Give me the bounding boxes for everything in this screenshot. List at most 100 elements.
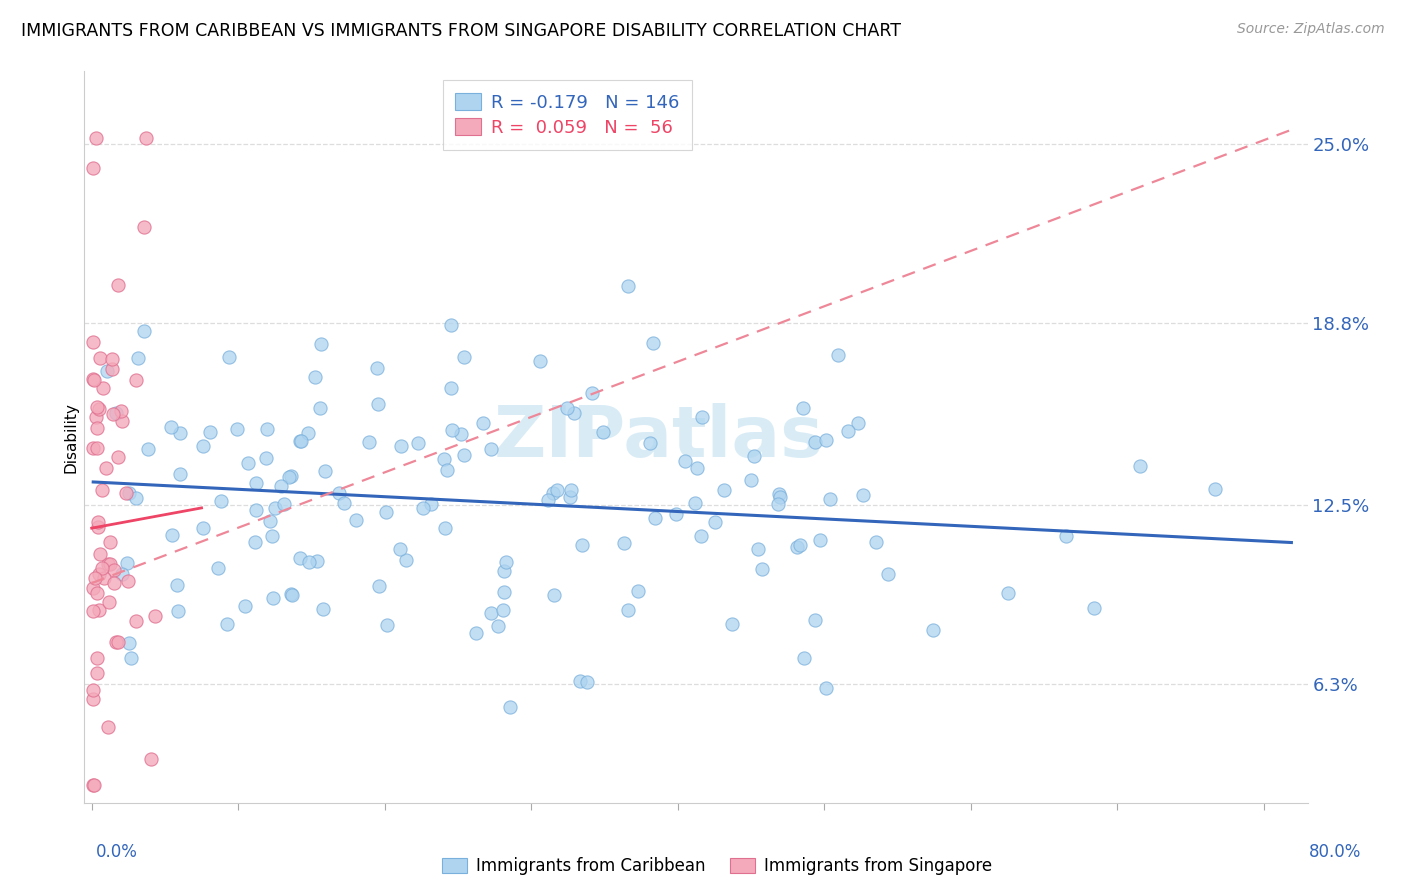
Point: [486, 619, 509, 633]
Text: IMMIGRANTS FROM CARIBBEAN VS IMMIGRANTS FROM SINGAPORE DISABILITY CORRELATION CH: IMMIGRANTS FROM CARIBBEAN VS IMMIGRANTS …: [21, 22, 901, 40]
Point: [86, 401, 108, 415]
Point: [83, 779, 105, 793]
Point: [256, 422, 278, 436]
Point: [537, 492, 560, 507]
Point: [1129, 459, 1152, 474]
Point: [592, 425, 614, 440]
Point: [768, 486, 790, 500]
Point: [820, 492, 842, 507]
Point: [804, 434, 827, 449]
Point: [846, 416, 869, 430]
Text: Source: ZipAtlas.com: Source: ZipAtlas.com: [1237, 22, 1385, 37]
Point: [91, 483, 114, 497]
Point: [876, 566, 898, 581]
Point: [98, 558, 121, 572]
Point: [450, 426, 472, 441]
Point: [135, 131, 157, 145]
Point: [740, 474, 762, 488]
Point: [290, 434, 312, 449]
Point: [89, 603, 111, 617]
Point: [262, 591, 284, 605]
Point: [367, 397, 389, 411]
Legend: R = -0.179   N = 146, R =  0.059   N =  56: R = -0.179 N = 146, R = 0.059 N = 56: [443, 80, 692, 150]
Point: [641, 336, 664, 351]
Point: [309, 336, 332, 351]
Point: [82, 682, 104, 697]
Point: [103, 563, 125, 577]
Point: [814, 433, 837, 447]
Point: [492, 585, 515, 599]
Point: [87, 401, 110, 416]
Point: [143, 608, 166, 623]
Point: [117, 486, 139, 500]
Point: [368, 579, 391, 593]
Point: [115, 486, 138, 500]
Point: [852, 488, 875, 502]
Point: [529, 354, 551, 368]
Point: [613, 536, 636, 550]
Point: [297, 425, 319, 440]
Point: [103, 576, 125, 591]
Point: [575, 674, 598, 689]
Point: [226, 422, 249, 436]
Point: [366, 361, 388, 376]
Point: [86, 665, 108, 680]
Point: [245, 476, 267, 491]
Point: [686, 461, 709, 475]
Point: [124, 491, 146, 505]
Point: [569, 674, 592, 689]
Point: [395, 553, 418, 567]
Point: [270, 478, 292, 492]
Point: [453, 448, 475, 462]
Point: [198, 425, 221, 440]
Point: [86, 586, 108, 600]
Point: [82, 371, 104, 385]
Point: [808, 533, 831, 547]
Point: [117, 574, 139, 589]
Point: [640, 436, 662, 450]
Point: [89, 566, 111, 581]
Point: [87, 516, 110, 530]
Point: [82, 581, 104, 595]
Point: [256, 450, 278, 465]
Point: [245, 503, 267, 517]
Point: [492, 603, 515, 617]
Point: [97, 720, 120, 734]
Point: [721, 617, 744, 632]
Point: [82, 779, 104, 793]
Point: [96, 364, 118, 378]
Point: [89, 547, 111, 561]
Point: [769, 490, 792, 504]
Point: [494, 564, 516, 578]
Point: [127, 351, 149, 365]
Point: [865, 534, 887, 549]
Point: [101, 351, 124, 366]
Point: [440, 318, 463, 332]
Point: [111, 567, 134, 582]
Point: [98, 595, 121, 609]
Point: [139, 752, 162, 766]
Point: [751, 562, 773, 576]
Point: [107, 450, 129, 465]
Point: [479, 606, 502, 620]
Point: [436, 463, 458, 477]
Point: [703, 515, 725, 529]
Point: [82, 604, 104, 618]
Point: [1204, 482, 1226, 496]
Point: [673, 454, 696, 468]
Point: [689, 529, 711, 543]
Point: [433, 521, 456, 535]
Point: [259, 514, 281, 528]
Point: [453, 350, 475, 364]
Point: [792, 401, 814, 415]
Point: [581, 386, 603, 401]
Point: [543, 588, 565, 602]
Point: [1083, 601, 1105, 615]
Point: [375, 618, 398, 632]
Point: [82, 441, 104, 455]
Point: [441, 423, 464, 437]
Point: [804, 613, 827, 627]
Point: [786, 540, 808, 554]
Point: [471, 417, 494, 431]
Point: [683, 496, 706, 510]
